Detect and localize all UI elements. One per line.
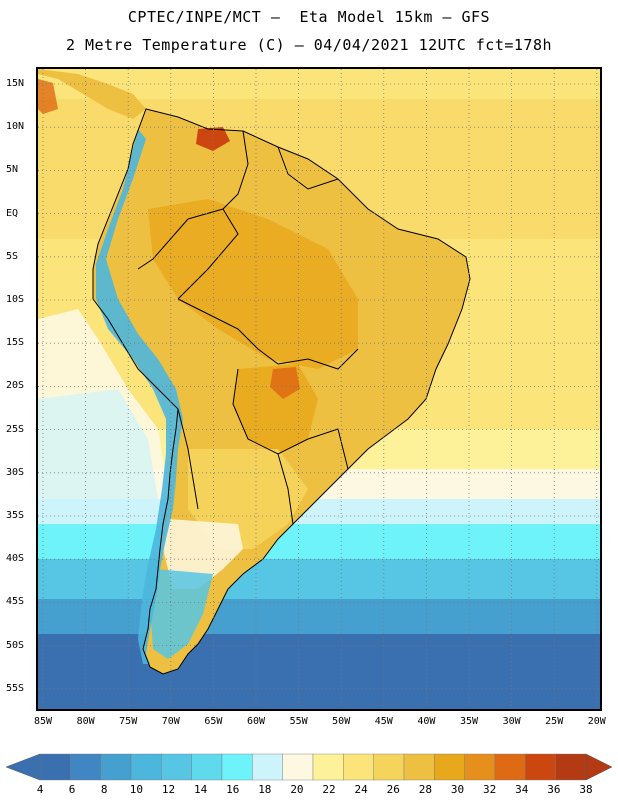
- lat-label: 55S: [6, 682, 25, 694]
- venezuela-hot-spot: [196, 127, 230, 151]
- temperature-map: [36, 67, 602, 711]
- lat-label: 20S: [6, 380, 25, 392]
- colorbar-label: 28: [418, 783, 433, 796]
- lon-label: 35W: [459, 716, 479, 727]
- amazon-hot-region: [148, 199, 358, 369]
- lat-label: 30S: [6, 466, 25, 478]
- colorbar-segment: [464, 753, 496, 781]
- lon-label: 45W: [374, 716, 393, 727]
- pacific-cool-strip-2: [38, 389, 158, 509]
- lon-label: 60W: [246, 716, 266, 727]
- temperature-colorbar: [5, 753, 613, 781]
- country-borders: [92, 108, 471, 675]
- colorbar-segment: [70, 753, 101, 781]
- colorbar-label: 38: [579, 783, 593, 796]
- ocean-colder2-band: [38, 599, 600, 639]
- lat-label: 35S: [6, 510, 25, 521]
- colorbar-segment: [130, 753, 162, 781]
- colorbar-segment: [434, 753, 465, 781]
- title-line-1: CPTEC/INPE/MCT – Eta Model 15km – GFS: [127, 8, 491, 26]
- colorbar-label: 16: [226, 783, 240, 796]
- lon-label: 25W: [545, 716, 564, 727]
- colorbar-segment: [403, 753, 435, 781]
- colorbar-segment: [100, 753, 132, 781]
- lat-label: 15N: [6, 78, 25, 89]
- colorbar-segment: [555, 753, 587, 781]
- ocean-colder-band: [38, 559, 600, 604]
- colorbar-label: 36: [547, 783, 561, 796]
- central-america: [38, 69, 146, 119]
- colorbar-left-arrow: [5, 753, 41, 781]
- colorbar-label: 34: [515, 783, 529, 796]
- patagonia-cool: [150, 569, 213, 659]
- colorbar-label: 10: [129, 783, 143, 796]
- ocean-cold-band: [38, 524, 600, 564]
- colorbar-segment: [161, 753, 192, 781]
- lon-label: 65W: [204, 716, 223, 727]
- colorbar-label: 14: [193, 783, 208, 796]
- lat-label: 50S: [6, 639, 25, 651]
- lat-lon-grid: [38, 69, 600, 709]
- lat-label: 45S: [6, 596, 25, 608]
- colorbar-segment: [312, 753, 344, 781]
- lat-label: 15S: [6, 337, 25, 349]
- lon-label: 30W: [502, 716, 521, 727]
- colorbar-label: 6: [68, 783, 76, 796]
- colorbar-segment: [191, 753, 223, 781]
- colorbar-label: 30: [450, 783, 465, 796]
- lat-label: 10S: [6, 294, 25, 305]
- lat-label: 25S: [6, 423, 25, 435]
- colorbar-segment: [221, 753, 253, 781]
- lon-label: 55W: [289, 716, 308, 727]
- lat-label: EQ: [6, 207, 19, 219]
- colorbar-segment: [39, 753, 71, 781]
- colorbar-label: 22: [322, 783, 336, 796]
- lon-label: 70W: [161, 716, 180, 727]
- colorbar-label: 4: [36, 783, 44, 796]
- colorbar-label: 26: [386, 783, 400, 796]
- colorbar-segment: [282, 753, 314, 781]
- colorbar-label: 32: [483, 783, 497, 796]
- lat-label: 10N: [6, 121, 25, 133]
- colorbar-segment: [343, 753, 374, 781]
- lon-label: 85W: [33, 716, 53, 727]
- chaco-hot-spot: [270, 367, 300, 399]
- ocean-coldest-band: [38, 634, 600, 709]
- lon-label: 20W: [587, 716, 606, 727]
- colorbar-label: 24: [354, 783, 368, 796]
- lon-label: 75W: [119, 716, 138, 727]
- colorbar-segment: [252, 753, 283, 781]
- lon-label: 50W: [332, 716, 351, 727]
- lat-label: 5S: [6, 250, 19, 262]
- colorbar-label: 12: [161, 783, 176, 796]
- lat-label: 5N: [6, 164, 19, 176]
- lat-label: 40S: [6, 553, 25, 565]
- andes-cold: [96, 129, 183, 664]
- colorbar-label: 18: [258, 783, 272, 796]
- colorbar-segment: [373, 753, 405, 781]
- colorbar-right-arrow: [585, 753, 613, 781]
- lon-label: 40W: [417, 716, 436, 727]
- colorbar-segment: [494, 753, 526, 781]
- colorbar-label: 8: [100, 783, 108, 796]
- colorbar-segment: [525, 753, 556, 781]
- colorbar-label: 20: [290, 783, 304, 796]
- title-line-2: 2 Metre Temperature (C) – 04/04/2021 12U…: [65, 36, 553, 54]
- lon-label: 80W: [76, 716, 95, 727]
